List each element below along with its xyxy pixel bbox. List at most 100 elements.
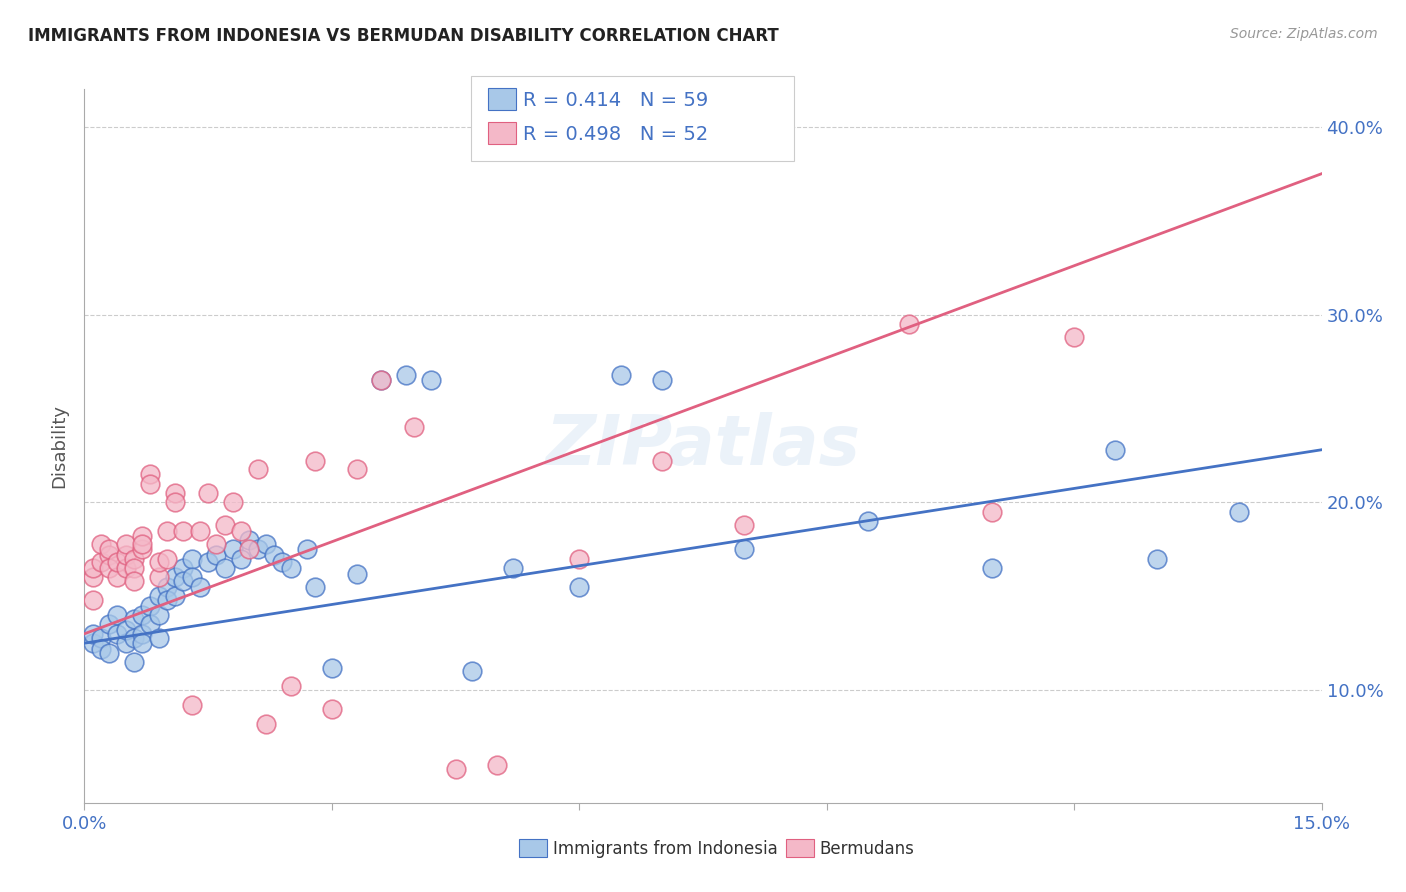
Point bbox=[246, 542, 269, 557]
Point bbox=[114, 548, 136, 562]
Point bbox=[114, 561, 136, 575]
Point bbox=[148, 570, 170, 584]
Point bbox=[1063, 330, 1085, 344]
Point bbox=[82, 570, 104, 584]
Text: R = 0.414   N = 59: R = 0.414 N = 59 bbox=[523, 91, 709, 110]
Point bbox=[238, 533, 260, 547]
Point bbox=[172, 524, 194, 538]
Point bbox=[295, 542, 318, 557]
Point bbox=[180, 570, 202, 584]
Point bbox=[105, 556, 128, 570]
Point bbox=[90, 556, 112, 570]
Point bbox=[82, 561, 104, 575]
Point bbox=[131, 536, 153, 550]
Text: ZIPatlas: ZIPatlas bbox=[546, 412, 860, 480]
Y-axis label: Disability: Disability bbox=[51, 404, 69, 488]
Point bbox=[188, 580, 211, 594]
Point bbox=[148, 556, 170, 570]
Point bbox=[1104, 442, 1126, 457]
Point bbox=[105, 570, 128, 584]
Point bbox=[321, 660, 343, 674]
Point bbox=[197, 556, 219, 570]
Point bbox=[304, 580, 326, 594]
Point bbox=[419, 373, 441, 387]
Point bbox=[165, 570, 187, 584]
Text: Source: ZipAtlas.com: Source: ZipAtlas.com bbox=[1230, 27, 1378, 41]
Point bbox=[131, 636, 153, 650]
Point bbox=[229, 551, 252, 566]
Point bbox=[254, 536, 277, 550]
Point bbox=[98, 542, 121, 557]
Point bbox=[205, 548, 228, 562]
Point bbox=[114, 536, 136, 550]
Point bbox=[205, 536, 228, 550]
Point bbox=[346, 566, 368, 581]
Point bbox=[139, 467, 162, 482]
Text: R = 0.498   N = 52: R = 0.498 N = 52 bbox=[523, 125, 709, 144]
Point bbox=[139, 476, 162, 491]
Point bbox=[156, 593, 179, 607]
Point bbox=[105, 627, 128, 641]
Point bbox=[1146, 551, 1168, 566]
Point bbox=[733, 542, 755, 557]
Point bbox=[148, 607, 170, 622]
Point bbox=[98, 548, 121, 562]
Point bbox=[370, 373, 392, 387]
Point bbox=[485, 758, 508, 772]
Point bbox=[82, 636, 104, 650]
Point bbox=[105, 607, 128, 622]
Point bbox=[1227, 505, 1250, 519]
Point bbox=[254, 717, 277, 731]
Point bbox=[165, 495, 187, 509]
Point bbox=[156, 524, 179, 538]
Point bbox=[90, 641, 112, 656]
Point bbox=[568, 551, 591, 566]
Point bbox=[568, 580, 591, 594]
Point bbox=[609, 368, 631, 382]
Point bbox=[122, 631, 145, 645]
Text: Bermudans: Bermudans bbox=[820, 840, 914, 858]
Point bbox=[321, 702, 343, 716]
Point bbox=[404, 420, 426, 434]
Point bbox=[280, 679, 302, 693]
Point bbox=[156, 580, 179, 594]
Point bbox=[856, 514, 879, 528]
Point bbox=[980, 505, 1002, 519]
Point bbox=[346, 461, 368, 475]
Point bbox=[461, 665, 484, 679]
Point bbox=[222, 495, 245, 509]
Point bbox=[148, 589, 170, 603]
Point bbox=[898, 317, 921, 331]
Point bbox=[370, 373, 392, 387]
Point bbox=[263, 548, 285, 562]
Point bbox=[148, 631, 170, 645]
Point bbox=[246, 461, 269, 475]
Point bbox=[165, 589, 187, 603]
Point bbox=[139, 599, 162, 613]
Point bbox=[172, 574, 194, 589]
Point bbox=[131, 627, 153, 641]
Point bbox=[180, 551, 202, 566]
Point bbox=[222, 542, 245, 557]
Point bbox=[733, 517, 755, 532]
Point bbox=[139, 617, 162, 632]
Point bbox=[271, 556, 294, 570]
Point bbox=[122, 561, 145, 575]
Point bbox=[395, 368, 418, 382]
Point bbox=[651, 454, 673, 468]
Point bbox=[238, 542, 260, 557]
Point bbox=[165, 486, 187, 500]
Point bbox=[304, 454, 326, 468]
Point bbox=[444, 762, 467, 776]
Point bbox=[98, 617, 121, 632]
Point bbox=[229, 524, 252, 538]
Point bbox=[98, 561, 121, 575]
Point bbox=[980, 561, 1002, 575]
Point bbox=[122, 551, 145, 566]
Point bbox=[122, 612, 145, 626]
Point bbox=[90, 631, 112, 645]
Text: Immigrants from Indonesia: Immigrants from Indonesia bbox=[553, 840, 778, 858]
Text: IMMIGRANTS FROM INDONESIA VS BERMUDAN DISABILITY CORRELATION CHART: IMMIGRANTS FROM INDONESIA VS BERMUDAN DI… bbox=[28, 27, 779, 45]
Point bbox=[156, 551, 179, 566]
Point bbox=[82, 593, 104, 607]
